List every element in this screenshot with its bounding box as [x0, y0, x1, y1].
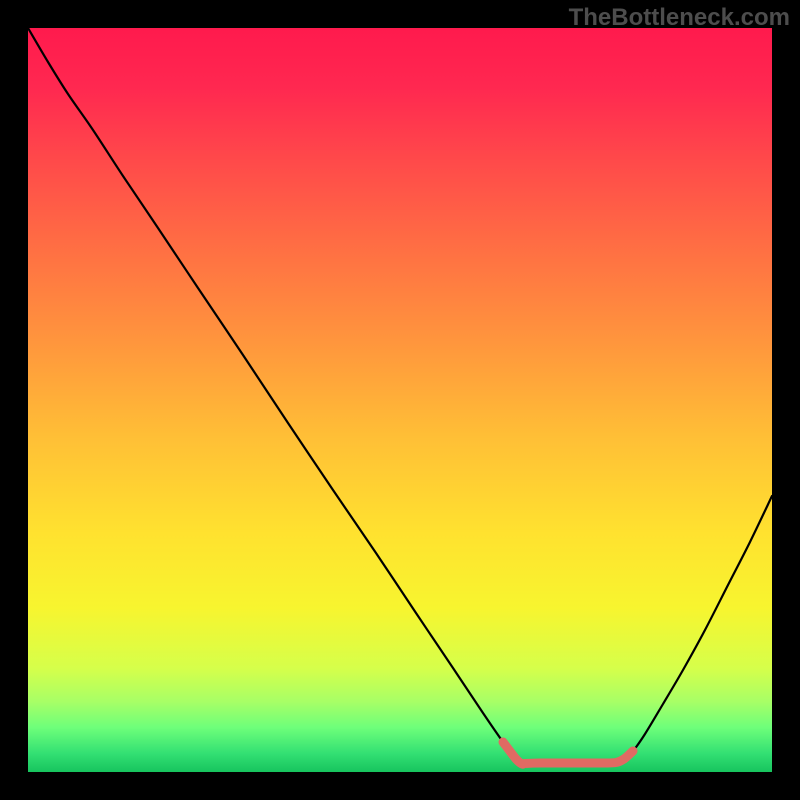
- curve-layer: [28, 28, 772, 772]
- optimal-range-highlight: [503, 742, 633, 764]
- watermark-text: TheBottleneck.com: [569, 4, 790, 32]
- chart-container: TheBottleneck.com: [0, 0, 800, 800]
- plot-area: [28, 28, 772, 772]
- bottleneck-curve: [28, 28, 772, 764]
